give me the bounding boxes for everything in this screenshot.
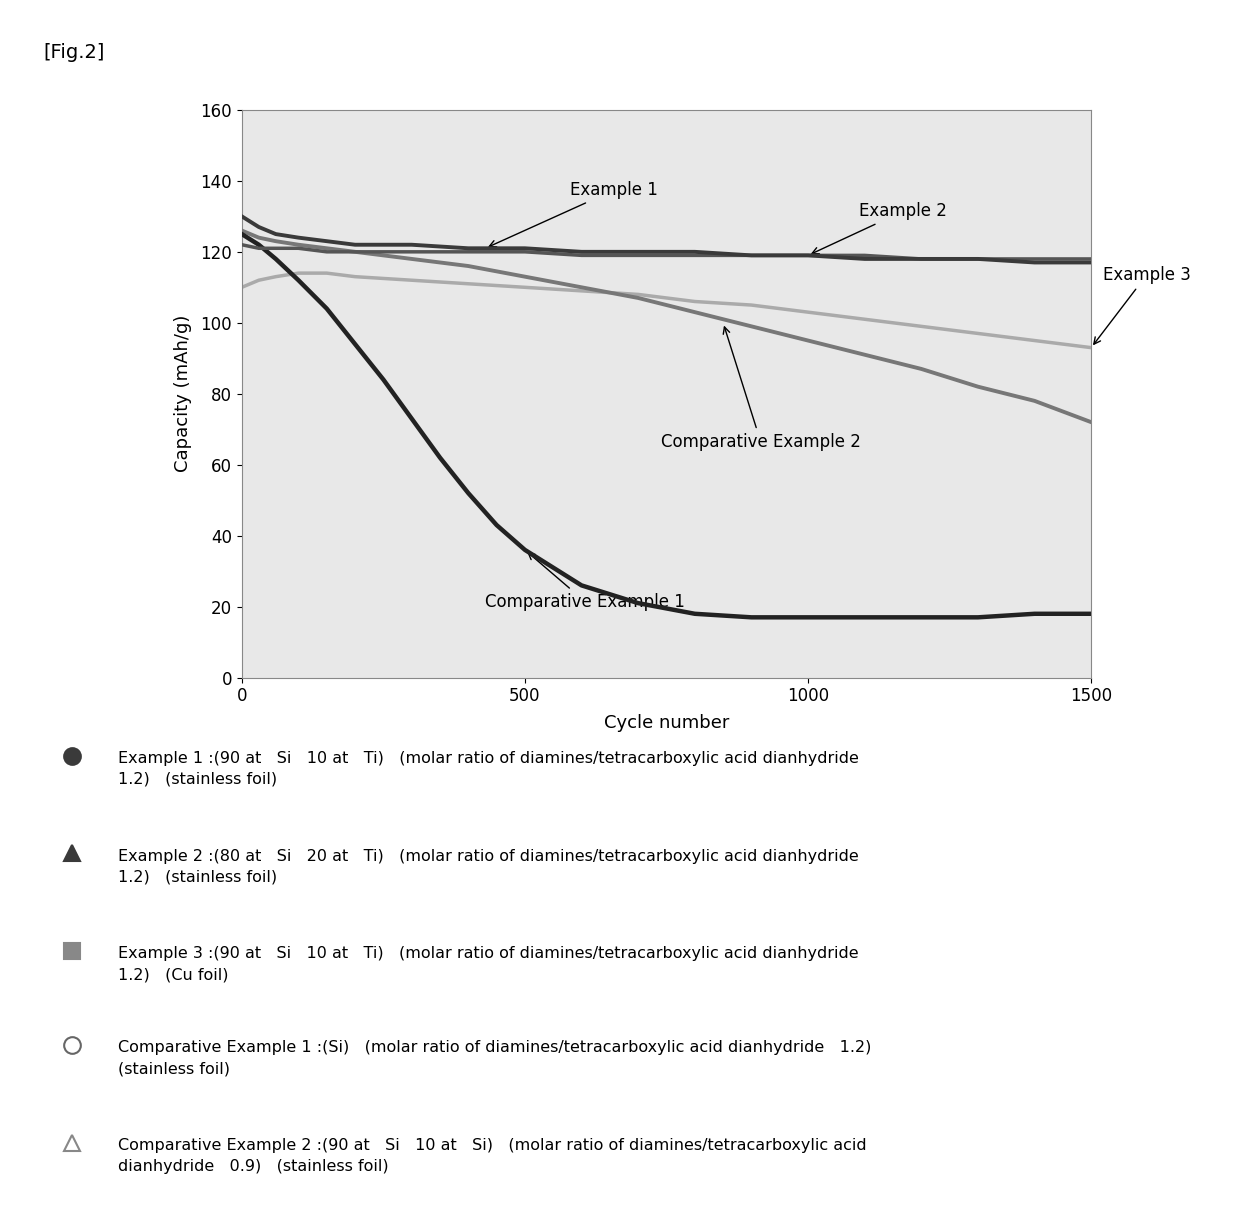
X-axis label: Cycle number: Cycle number [604, 714, 729, 731]
Text: Example 3 :(90 at   Si   10 at   Ti)   (molar ratio of diamines/tetracarboxylic : Example 3 :(90 at Si 10 at Ti) (molar ra… [118, 946, 858, 982]
Text: Comparative Example 1: Comparative Example 1 [485, 553, 686, 610]
Text: Example 3: Example 3 [1094, 266, 1190, 344]
Text: Example 2: Example 2 [812, 203, 947, 254]
Y-axis label: Capacity (mAh/g): Capacity (mAh/g) [174, 315, 192, 473]
Text: Comparative Example 1 :(Si)   (molar ratio of diamines/tetracarboxylic acid dian: Comparative Example 1 :(Si) (molar ratio… [118, 1040, 872, 1076]
Text: Comparative Example 2: Comparative Example 2 [661, 327, 861, 451]
Text: Example 2 :(80 at   Si   20 at   Ti)   (molar ratio of diamines/tetracarboxylic : Example 2 :(80 at Si 20 at Ti) (molar ra… [118, 849, 858, 884]
Text: Example 1 :(90 at   Si   10 at   Ti)   (molar ratio of diamines/tetracarboxylic : Example 1 :(90 at Si 10 at Ti) (molar ra… [118, 751, 858, 786]
Text: [Fig.2]: [Fig.2] [43, 43, 104, 62]
Text: Comparative Example 2 :(90 at   Si   10 at   Si)   (molar ratio of diamines/tetr: Comparative Example 2 :(90 at Si 10 at S… [118, 1138, 867, 1173]
Text: Example 1: Example 1 [490, 181, 658, 247]
